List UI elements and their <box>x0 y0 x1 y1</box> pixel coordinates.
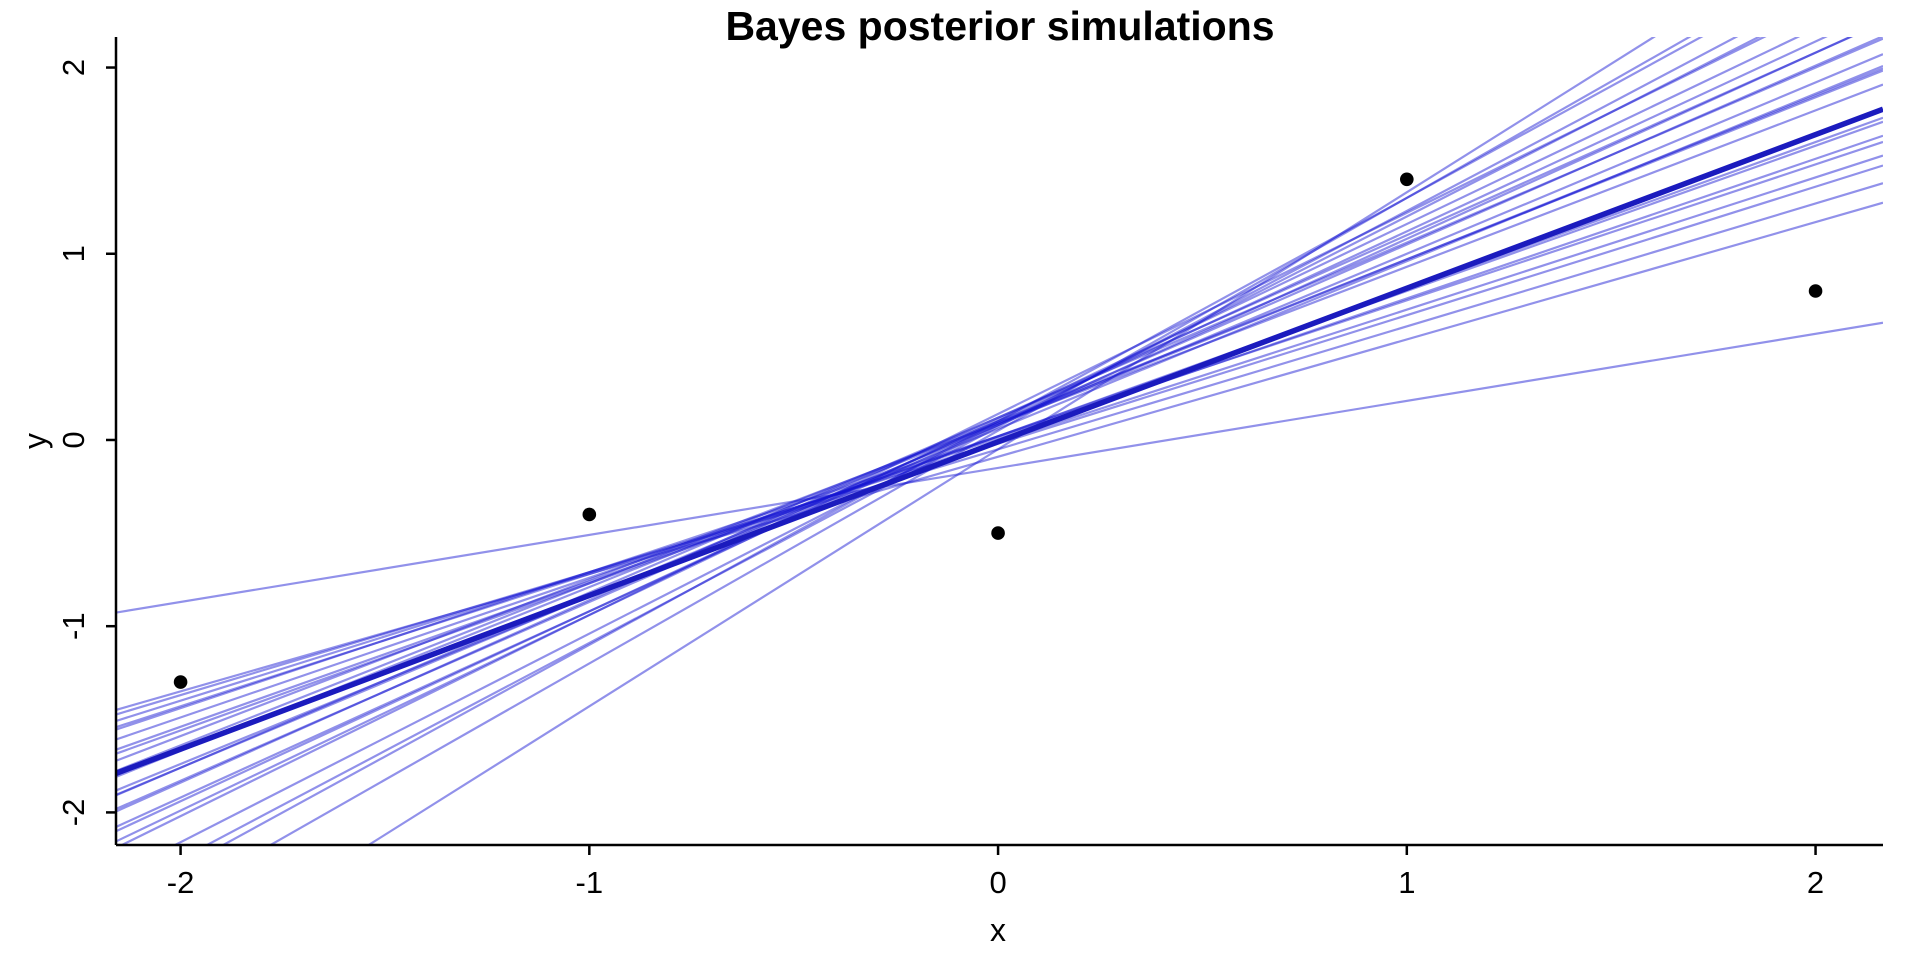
posterior-draw-line <box>204 37 1739 845</box>
axes: -2 -1 0 1 2 -2 -1 0 1 2 <box>56 37 1883 900</box>
posterior-draw-line <box>116 201 1883 711</box>
posterior-draw-line <box>220 37 1704 845</box>
data-point <box>991 526 1005 540</box>
posterior-draw-line <box>116 116 1883 755</box>
posterior-draw-line <box>116 140 1883 731</box>
posterior-draw-line <box>366 37 1656 845</box>
data-point <box>582 507 597 522</box>
posterior-draw-line <box>116 120 1883 751</box>
data-point <box>173 675 188 689</box>
x-tick-label: 2 <box>1807 865 1824 900</box>
y-tick-label: 1 <box>56 245 91 262</box>
posterior-draw-line <box>116 69 1883 772</box>
posterior-draw-line <box>116 83 1883 762</box>
posterior-draw-line <box>116 67 1883 778</box>
y-tick-label: -2 <box>56 799 91 827</box>
posterior-median-line <box>116 106 1883 776</box>
posterior-draw-line <box>116 64 1883 792</box>
posterior-draw-line <box>116 37 1883 811</box>
posterior-draw-line <box>116 53 1883 796</box>
posterior-draw-line <box>172 37 1762 845</box>
y-tick-label: 0 <box>56 431 91 448</box>
posterior-draw-line <box>116 321 1883 614</box>
posterior-draw-line <box>268 37 1692 845</box>
y-axis-label: y <box>17 433 53 449</box>
chart-title: Bayes posterior simulations <box>725 3 1274 49</box>
x-tick-label: -1 <box>576 865 604 900</box>
y-tick-label: -1 <box>56 612 91 640</box>
data-points <box>173 172 1823 689</box>
posterior-draw-line <box>116 37 1854 813</box>
data-point <box>1400 172 1414 187</box>
data-point <box>1808 284 1823 298</box>
posterior-draw-line <box>119 37 1767 845</box>
posterior-draw-line <box>116 134 1883 741</box>
x-tick-label: -2 <box>167 865 195 900</box>
posterior-draw-line <box>116 37 1853 828</box>
posterior-draw-line <box>116 37 1801 843</box>
x-axis-label: x <box>990 912 1006 948</box>
x-tick-label: 1 <box>1398 865 1415 900</box>
posterior-draw-line <box>116 37 1828 833</box>
y-tick-label: 2 <box>56 59 91 76</box>
x-tick-label: 0 <box>989 865 1006 900</box>
posterior-draw-lines <box>116 37 1883 845</box>
posterior-draw-line <box>116 182 1883 716</box>
posterior-median-line <box>116 106 1883 776</box>
posterior-draw-line <box>116 37 1883 797</box>
